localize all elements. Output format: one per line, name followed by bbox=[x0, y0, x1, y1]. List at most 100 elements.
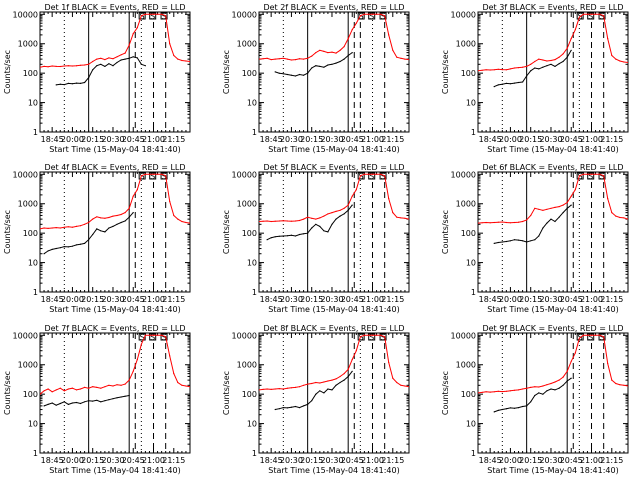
flag-box bbox=[357, 172, 365, 180]
lld-series-line-point bbox=[189, 60, 190, 63]
lld-series-line-point bbox=[181, 59, 183, 62]
lld-series-line-point bbox=[355, 189, 357, 191]
lld-series-line-point bbox=[169, 43, 171, 45]
lld-series-line-point bbox=[485, 221, 487, 224]
lld-series-line-point bbox=[347, 368, 349, 370]
y-tick-label: 10 bbox=[247, 99, 257, 108]
y-tick-label: 1000 bbox=[237, 361, 257, 370]
events-series-line-point bbox=[319, 225, 321, 227]
events-series-line-point bbox=[112, 225, 114, 227]
events-series-line-point bbox=[282, 407, 284, 409]
x-tick-label: 20:30 bbox=[539, 456, 562, 465]
events-series-line-point bbox=[79, 243, 82, 245]
lld-series-line-point bbox=[319, 49, 321, 51]
events-series-line-point bbox=[558, 216, 560, 218]
x-tick-label: 21:00 bbox=[580, 135, 603, 144]
x-tick-label: 21:00 bbox=[361, 295, 384, 304]
events-series-line-point bbox=[351, 370, 353, 372]
y-tick-label: 10000 bbox=[13, 331, 38, 340]
events-series-line-point bbox=[546, 65, 548, 67]
lld-series-line-point bbox=[303, 218, 305, 220]
lld-series-line-point bbox=[384, 15, 386, 17]
lld-series-line-point bbox=[315, 381, 317, 384]
events-series-line-point bbox=[538, 68, 540, 70]
lld-series-line-point bbox=[185, 385, 187, 387]
lld-series-line-point bbox=[400, 57, 402, 59]
lld-series-line-point bbox=[546, 384, 548, 386]
events-series-line-point bbox=[278, 235, 280, 237]
lld-series-line-point bbox=[513, 67, 516, 69]
events-series-line-point bbox=[550, 218, 552, 220]
lld-series-line-point bbox=[79, 388, 82, 390]
events-series-line-point bbox=[63, 84, 65, 86]
lld-series-line-point bbox=[590, 334, 593, 336]
lld-series-line-point bbox=[294, 220, 297, 222]
lld-series-line-point bbox=[578, 175, 581, 177]
y-tick-label: 1 bbox=[33, 128, 38, 137]
x-tick-label: 20:45 bbox=[341, 295, 364, 304]
events-series-line-point bbox=[84, 81, 86, 84]
lld-series-line-point bbox=[335, 52, 337, 54]
events-series-line-point bbox=[298, 73, 301, 76]
events-series-line-point bbox=[51, 248, 53, 250]
events-series-line-point bbox=[526, 75, 528, 77]
x-tick-label: 20:45 bbox=[560, 456, 583, 465]
events-series-line-point bbox=[75, 401, 78, 404]
lld-series-line-point bbox=[157, 13, 159, 15]
events-series-line-point bbox=[566, 380, 568, 382]
events-series-line bbox=[494, 377, 572, 413]
events-series-line-point bbox=[278, 408, 280, 410]
x-tick-label: 20:30 bbox=[539, 295, 562, 304]
lld-series-line-point bbox=[173, 54, 175, 57]
lld-series-line-point bbox=[298, 219, 301, 222]
x-axis-label: Start Time (15-May-04 18:41:40) bbox=[487, 145, 618, 154]
lld-series-line-point bbox=[120, 213, 122, 216]
events-series-line-point bbox=[343, 58, 345, 60]
lld-series-line-point bbox=[79, 64, 82, 66]
lld-series-line-point bbox=[43, 65, 45, 67]
x-tick-label: 20:30 bbox=[320, 135, 343, 144]
lld-series-line-point bbox=[558, 56, 560, 58]
lld-series-line-point bbox=[478, 222, 479, 224]
panel-title: Det 3f BLACK = Events, RED = LLD bbox=[482, 3, 623, 12]
lld-series-line-point bbox=[307, 383, 309, 385]
lld-series-line-point bbox=[347, 38, 349, 40]
flag-box bbox=[587, 12, 595, 20]
lld-series-line-point bbox=[404, 217, 406, 219]
detector-panel-4: Det 4f BLACK = Events, RED = LLD 1 10 100 10… bbox=[3, 163, 191, 314]
events-series-line-point bbox=[570, 204, 572, 206]
lld-series-line-point bbox=[542, 59, 544, 61]
events-series-line-point bbox=[517, 81, 520, 84]
panel-title: Det 7f BLACK = Events, RED = LLD bbox=[44, 324, 185, 333]
panel-title: Det 9f BLACK = Events, RED = LLD bbox=[482, 324, 623, 333]
x-tick-label: 21:15 bbox=[162, 295, 185, 304]
lld-series-line-point bbox=[327, 213, 329, 215]
lld-series-line-point bbox=[590, 13, 593, 15]
lld-series-line-point bbox=[266, 220, 268, 222]
x-tick-label: 21:15 bbox=[600, 456, 623, 465]
y-tick-label: 100 bbox=[23, 229, 38, 238]
x-axis-label: Start Time (15-May-04 18:41:40) bbox=[268, 305, 399, 314]
events-series-line-point bbox=[67, 403, 69, 405]
lld-series-line-point bbox=[303, 384, 305, 386]
lld-series-line-point bbox=[286, 387, 288, 389]
events-series-line-point bbox=[347, 375, 349, 378]
x-tick-label: 21:15 bbox=[381, 135, 404, 144]
lld-series-line-point bbox=[47, 227, 49, 229]
lld-series-line-point bbox=[100, 387, 102, 389]
lld-series-line-point bbox=[574, 189, 576, 191]
lld-series-line-point bbox=[485, 391, 487, 393]
lld-series-line-point bbox=[562, 376, 564, 378]
lld-series-line-point bbox=[343, 373, 345, 375]
x-tick-label: 20:30 bbox=[320, 456, 343, 465]
events-series-line-point bbox=[278, 72, 280, 74]
y-tick-label: 10 bbox=[28, 99, 38, 108]
events-series-line-point bbox=[88, 400, 90, 402]
lld-series-line-point bbox=[538, 58, 540, 60]
y-axis-label: Counts/sec bbox=[441, 50, 450, 94]
x-tick-label: 20:30 bbox=[280, 135, 303, 144]
flag-label: S bbox=[162, 333, 167, 342]
lld-series-line-point bbox=[59, 387, 61, 389]
lld-series-line-point bbox=[497, 390, 499, 392]
lld-series-line-point bbox=[363, 173, 365, 175]
